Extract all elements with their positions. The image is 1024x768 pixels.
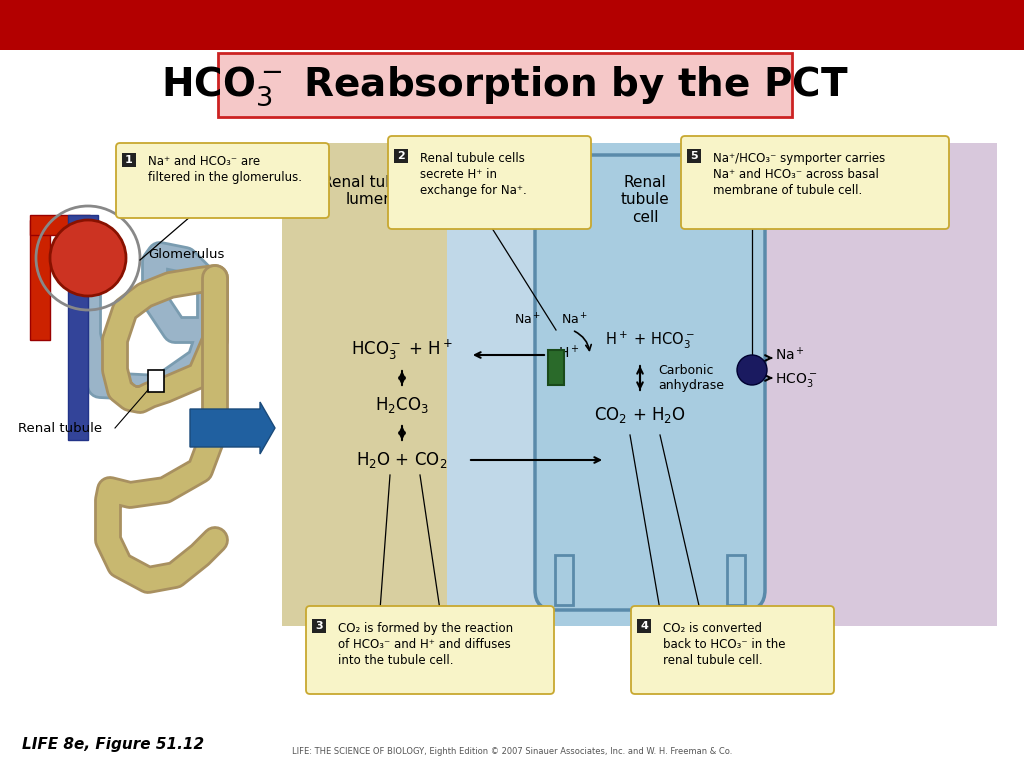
FancyArrow shape [190, 402, 275, 454]
Text: Renal
tubule
cell: Renal tubule cell [621, 175, 670, 225]
Text: 5: 5 [690, 151, 697, 161]
Text: Interstitial
fluids: Interstitial fluids [830, 175, 909, 207]
Text: CO₂ is converted
back to HCO₃⁻ in the
renal tubule cell.: CO₂ is converted back to HCO₃⁻ in the re… [663, 622, 785, 667]
Text: 4: 4 [640, 621, 648, 631]
Text: HCO$_3^-$: HCO$_3^-$ [775, 371, 817, 389]
Bar [312, 619, 326, 633]
FancyBboxPatch shape [681, 136, 949, 229]
Text: 3: 3 [315, 621, 323, 631]
Text: H$^+$ + HCO$_3^-$: H$^+$ + HCO$_3^-$ [605, 329, 695, 351]
Bar [637, 619, 651, 633]
Bar [394, 149, 408, 163]
Text: LIFE: THE SCIENCE OF BIOLOGY, Eighth Edition © 2007 Sinauer Associates, Inc. and: LIFE: THE SCIENCE OF BIOLOGY, Eighth Edi… [292, 747, 732, 756]
Text: CO$_2$ + H$_2$O: CO$_2$ + H$_2$O [594, 405, 686, 425]
Text: Na⁺/HCO₃⁻ symporter carries
Na⁺ and HCO₃⁻ across basal
membrane of tubule cell.: Na⁺/HCO₃⁻ symporter carries Na⁺ and HCO₃… [713, 152, 886, 197]
FancyBboxPatch shape [631, 606, 834, 694]
Bar [447, 143, 552, 626]
Text: Na$^+$: Na$^+$ [561, 313, 589, 328]
Bar [68, 280, 88, 440]
Text: HCO$_3^-$ + H$^+$: HCO$_3^-$ + H$^+$ [351, 338, 453, 362]
Bar [30, 220, 50, 340]
Text: H$_2$CO$_3$: H$_2$CO$_3$ [375, 395, 429, 415]
Text: LIFE 8e, Figure 51.12: LIFE 8e, Figure 51.12 [22, 737, 204, 753]
Bar [752, 143, 997, 626]
Text: Renal tubule cells
secrete H⁺ in
exchange for Na⁺.: Renal tubule cells secrete H⁺ in exchang… [420, 152, 526, 197]
Bar [552, 143, 752, 626]
Bar [727, 555, 745, 605]
Bar [282, 143, 447, 626]
Bar [548, 350, 564, 385]
Text: 2: 2 [397, 151, 404, 161]
Text: Renal tubule
lumen: Renal tubule lumen [322, 175, 418, 207]
Text: Na$^+$: Na$^+$ [514, 313, 542, 328]
Bar [30, 215, 90, 235]
Text: 1: 1 [125, 155, 133, 165]
FancyBboxPatch shape [306, 606, 554, 694]
Text: H$^+$: H$^+$ [558, 344, 580, 362]
Circle shape [737, 355, 767, 385]
Bar [122, 153, 136, 167]
Bar [687, 149, 701, 163]
FancyBboxPatch shape [116, 143, 329, 218]
Text: CO₂ is formed by the reaction
of HCO₃⁻ and H⁺ and diffuses
into the tubule cell.: CO₂ is formed by the reaction of HCO₃⁻ a… [338, 622, 513, 667]
Bar [0, 0, 1024, 50]
Bar [68, 215, 98, 235]
Text: Na⁺ and HCO₃⁻ are
filtered in the glomerulus.: Na⁺ and HCO₃⁻ are filtered in the glomer… [148, 155, 302, 184]
Bar [555, 168, 573, 218]
Bar [148, 370, 164, 392]
Text: Carbonic
anhydrase: Carbonic anhydrase [658, 364, 724, 392]
Text: Glomerulus: Glomerulus [148, 249, 224, 261]
Text: Na$^+$: Na$^+$ [775, 346, 805, 364]
FancyBboxPatch shape [388, 136, 591, 229]
FancyBboxPatch shape [535, 155, 765, 610]
Text: H$_2$O + CO$_2$: H$_2$O + CO$_2$ [356, 450, 447, 470]
Text: Renal tubule: Renal tubule [18, 422, 102, 435]
FancyBboxPatch shape [218, 53, 792, 117]
Bar [555, 555, 573, 605]
Circle shape [50, 220, 126, 296]
Bar [727, 168, 745, 218]
Text: HCO$_3^-$ Reabsorption by the PCT: HCO$_3^-$ Reabsorption by the PCT [161, 64, 849, 108]
